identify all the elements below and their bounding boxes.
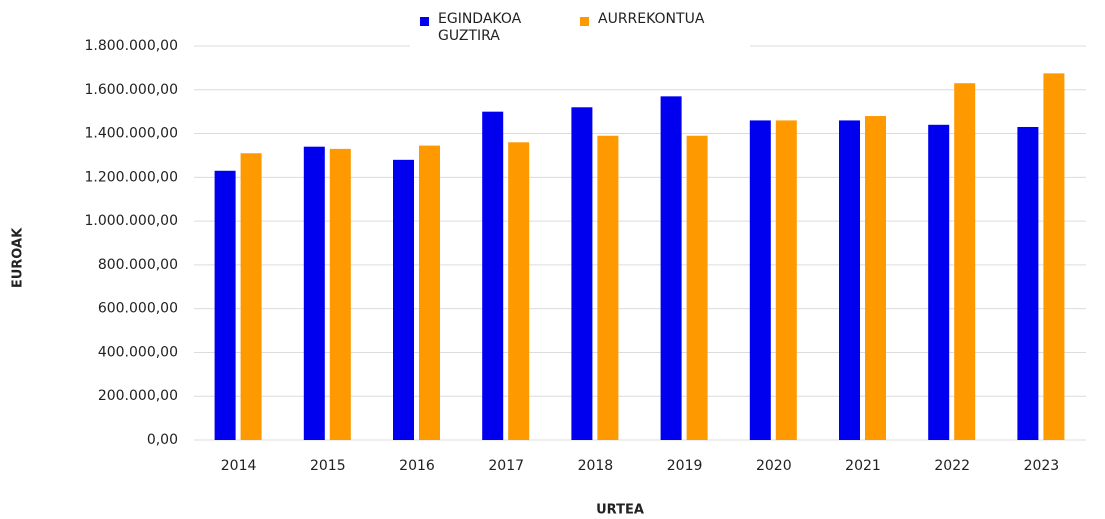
- y-tick-label: 1.600.000,00: [84, 82, 178, 98]
- x-tick-label: 2017: [488, 458, 524, 474]
- bar: [686, 135, 708, 440]
- bar: [571, 107, 593, 441]
- x-tick-label: 2018: [578, 458, 614, 474]
- y-tick-label: 600.000,00: [98, 301, 178, 317]
- legend-swatch: [420, 17, 429, 26]
- bar: [839, 120, 860, 440]
- x-tick-label: 2014: [221, 458, 257, 474]
- y-tick-label: 1.200.000,00: [84, 169, 178, 185]
- bar: [597, 135, 619, 440]
- bar: [775, 120, 797, 440]
- bar: [928, 124, 950, 441]
- legend-label: EGINDAKOA GUZTIRA: [438, 11, 522, 44]
- bar: [240, 153, 262, 440]
- bar: [482, 111, 504, 441]
- x-tick-label: 2023: [1024, 458, 1060, 474]
- bar: [303, 146, 325, 440]
- bar: [329, 148, 351, 440]
- bar: [865, 116, 886, 441]
- bar: [419, 145, 440, 440]
- y-tick-label: 400.000,00: [98, 344, 178, 360]
- bar: [1043, 73, 1065, 440]
- bar: [1017, 126, 1039, 440]
- y-tick-label: 800.000,00: [98, 257, 178, 273]
- bar: [660, 96, 682, 440]
- legend-swatch: [580, 17, 589, 26]
- bar: [214, 170, 236, 440]
- x-tick-label: 2021: [845, 458, 881, 474]
- y-tick-label: 200.000,00: [98, 388, 178, 404]
- bar: [508, 142, 530, 441]
- x-tick-label: 2022: [934, 458, 970, 474]
- x-axis-title: URTEA: [596, 503, 644, 518]
- bar: [954, 83, 976, 440]
- legend: EGINDAKOA GUZTIRA AURREKONTUA: [410, 8, 750, 52]
- legend-label: AURREKONTUA: [598, 11, 705, 27]
- x-tick-label: 2019: [667, 458, 703, 474]
- x-tick-label: 2016: [399, 458, 435, 474]
- bar: [393, 159, 414, 441]
- bar: [749, 120, 771, 440]
- y-tick-label: 1.800.000,00: [84, 38, 178, 54]
- y-tick-label: 1.400.000,00: [84, 126, 178, 142]
- x-tick-label: 2015: [310, 458, 346, 474]
- y-tick-label: 1.000.000,00: [84, 213, 178, 229]
- y-axis-title: EUROAK: [11, 227, 26, 288]
- x-tick-label: 2020: [756, 458, 792, 474]
- y-tick-label: 0,00: [147, 432, 178, 448]
